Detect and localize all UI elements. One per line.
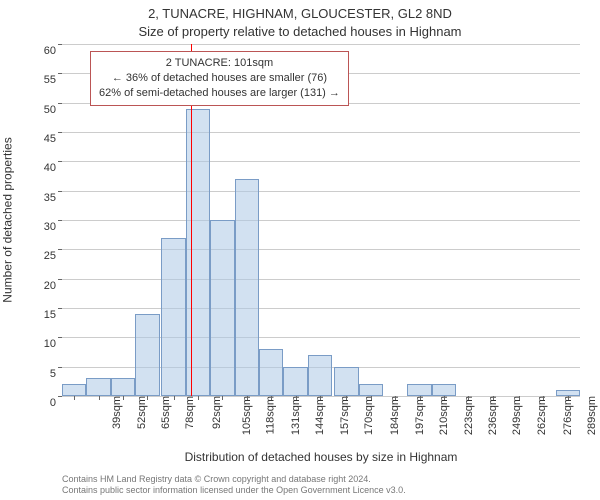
x-tick-label: 144sqm <box>314 396 326 435</box>
histogram-bar <box>186 109 210 396</box>
footer: Contains HM Land Registry data © Crown c… <box>62 474 580 497</box>
x-tick-mark <box>395 396 396 400</box>
x-ticks: 39sqm 52sqm 65sqm 78sqm 92sqm 105sqm 118sqm 131… <box>62 396 580 456</box>
x-tick-mark <box>543 396 544 400</box>
x-tick-mark <box>493 396 494 400</box>
x-tick-label: 52sqm <box>136 396 148 429</box>
y-tick-label: 25 <box>30 250 56 262</box>
x-tick-label: 210sqm <box>438 396 450 435</box>
x-tick-mark <box>271 396 272 400</box>
y-tick-label: 50 <box>30 104 56 116</box>
x-tick-mark <box>99 396 100 400</box>
x-tick-label: 39sqm <box>111 396 123 429</box>
y-tick-label: 15 <box>30 309 56 321</box>
x-tick-mark <box>147 396 148 400</box>
chart-title-line1: 2, TUNACRE, HIGHNAM, GLOUCESTER, GL2 8ND <box>0 6 600 21</box>
x-tick-mark <box>247 396 248 400</box>
y-axis-label-text: Number of detached properties <box>1 137 15 302</box>
x-tick-mark <box>74 396 75 400</box>
x-tick-label: 131sqm <box>290 396 302 435</box>
grid-line <box>62 220 580 221</box>
grid-line <box>62 249 580 250</box>
y-tick-label: 45 <box>30 133 56 145</box>
x-tick-label: 197sqm <box>414 396 426 435</box>
x-tick-mark <box>320 396 321 400</box>
histogram-bar <box>432 384 456 396</box>
histogram-bar <box>111 378 135 396</box>
x-tick-label: 223sqm <box>463 396 475 435</box>
y-tick-label: 60 <box>30 45 56 57</box>
x-tick-label: 236sqm <box>487 396 499 435</box>
histogram-bar <box>235 179 259 396</box>
x-tick-label: 276sqm <box>562 396 574 435</box>
y-tick-label: 20 <box>30 280 56 292</box>
y-tick-label: 35 <box>30 192 56 204</box>
y-tick-label: 40 <box>30 162 56 174</box>
y-ticks: 051015202530354045505560 <box>30 44 60 396</box>
x-tick-label: 65sqm <box>160 396 172 429</box>
y-tick-label: 30 <box>30 221 56 233</box>
chart-container: 2, TUNACRE, HIGHNAM, GLOUCESTER, GL2 8ND… <box>0 0 600 500</box>
x-tick-label: 289sqm <box>587 396 599 435</box>
x-tick-mark <box>346 396 347 400</box>
y-tick-label: 55 <box>30 74 56 86</box>
grid-line <box>62 308 580 309</box>
footer-line1: Contains HM Land Registry data © Crown c… <box>62 474 580 485</box>
annotation-line1: 2 TUNACRE: 101sqm <box>99 56 340 71</box>
y-axis-label: Number of detached properties <box>0 44 16 396</box>
x-axis-label: Distribution of detached houses by size … <box>62 450 580 464</box>
histogram-bar <box>283 367 307 396</box>
histogram-bar <box>210 220 234 396</box>
x-tick-label: 262sqm <box>536 396 548 435</box>
x-tick-mark <box>420 396 421 400</box>
grid-line <box>62 279 580 280</box>
x-tick-mark <box>174 396 175 400</box>
histogram-bar <box>359 384 383 396</box>
annotation-line2: ← 36% of detached houses are smaller (76… <box>99 71 340 86</box>
x-tick-label: 184sqm <box>389 396 401 435</box>
x-tick-mark <box>371 396 372 400</box>
histogram-bar <box>135 314 159 396</box>
x-tick-label: 78sqm <box>184 396 196 429</box>
x-tick-label: 92sqm <box>211 396 223 429</box>
footer-line2: Contains public sector information licen… <box>62 485 580 496</box>
y-tick-label: 10 <box>30 338 56 350</box>
x-tick-label: 105sqm <box>241 396 253 435</box>
histogram-bar <box>62 384 86 396</box>
x-tick-mark <box>222 396 223 400</box>
y-tick-label: 5 <box>30 368 56 380</box>
x-tick-mark <box>519 396 520 400</box>
histogram-bar <box>407 384 431 396</box>
x-tick-label: 249sqm <box>511 396 523 435</box>
histogram-bar <box>161 238 185 396</box>
chart-title-line2: Size of property relative to detached ho… <box>0 24 600 39</box>
y-tick-label: 0 <box>30 397 56 409</box>
x-tick-mark <box>568 396 569 400</box>
grid-line <box>62 191 580 192</box>
x-tick-label: 118sqm <box>265 396 277 434</box>
histogram-bar <box>86 378 110 396</box>
histogram-bar <box>308 355 332 396</box>
x-tick-mark <box>468 396 469 400</box>
histogram-bar <box>259 349 283 396</box>
x-tick-mark <box>123 396 124 400</box>
annotation-line3: 62% of semi-detached houses are larger (… <box>99 86 340 101</box>
grid-line <box>62 44 580 45</box>
x-tick-mark <box>198 396 199 400</box>
histogram-bar <box>334 367 358 396</box>
x-tick-label: 170sqm <box>363 396 375 435</box>
x-tick-label: 157sqm <box>339 396 351 435</box>
annotation-box: 2 TUNACRE: 101sqm ← 36% of detached hous… <box>90 51 349 106</box>
x-tick-mark <box>444 396 445 400</box>
grid-line <box>62 161 580 162</box>
x-tick-mark <box>296 396 297 400</box>
grid-line <box>62 132 580 133</box>
